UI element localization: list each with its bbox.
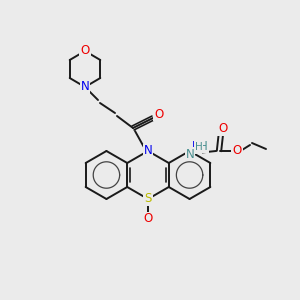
Text: O: O <box>154 107 164 121</box>
Text: N: N <box>186 148 194 160</box>
Text: O: O <box>143 212 153 226</box>
Text: H: H <box>199 140 208 152</box>
Text: N: N <box>144 145 152 158</box>
Text: N: N <box>81 80 89 94</box>
Text: O: O <box>232 145 242 158</box>
Text: N: N <box>192 140 201 154</box>
Text: S: S <box>144 193 152 206</box>
Text: O: O <box>218 122 228 136</box>
Text: H: H <box>195 142 203 152</box>
Text: O: O <box>80 44 90 58</box>
